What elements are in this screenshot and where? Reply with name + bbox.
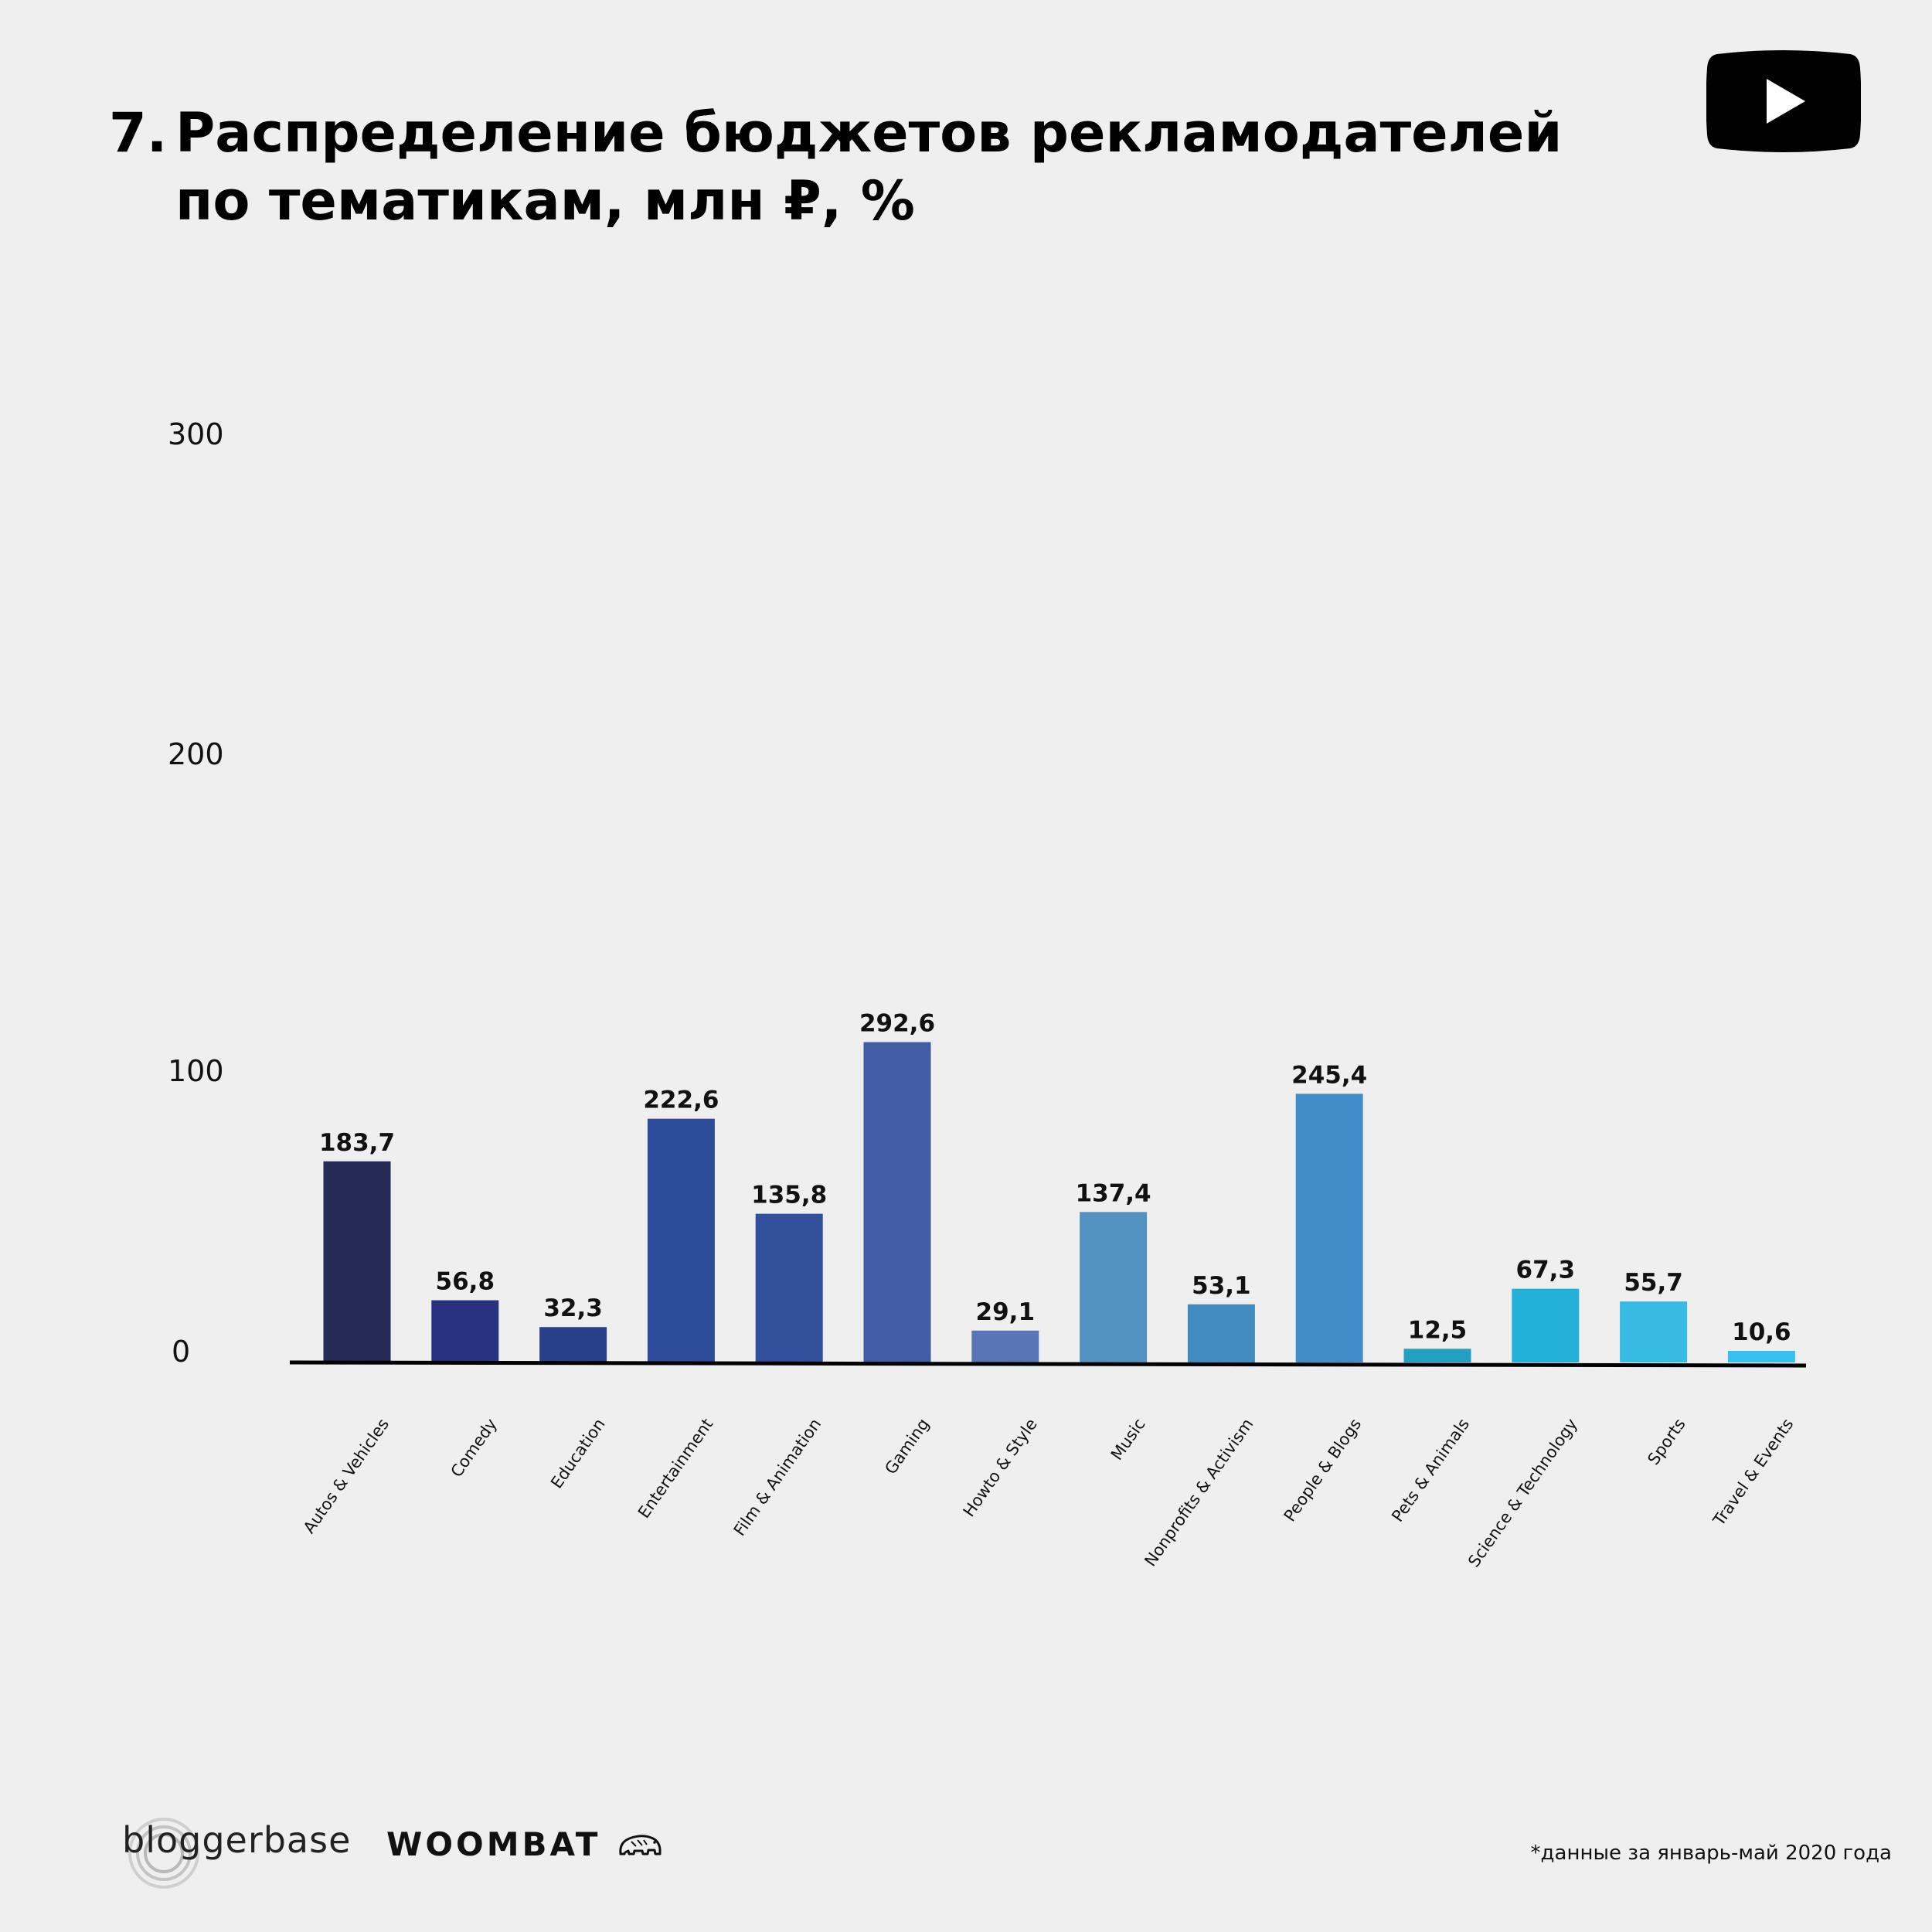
y-tick-label: 200 <box>168 737 224 771</box>
bar <box>1187 1304 1255 1362</box>
bar <box>1295 1094 1363 1362</box>
bar <box>1080 1212 1148 1362</box>
bar <box>1727 1350 1795 1362</box>
x-tick-label: Entertainment <box>634 1415 717 1522</box>
y-tick-label: 100 <box>168 1054 224 1088</box>
bar <box>539 1327 607 1362</box>
title-line-2: по тематикам, млн ₽, % <box>175 169 915 233</box>
x-tick-label: Comedy <box>447 1415 501 1481</box>
x-tick-label: People & Blogs <box>1281 1415 1366 1525</box>
x-axis-line <box>289 1360 1807 1368</box>
x-tick-label: Travel & Events <box>1709 1415 1798 1529</box>
bar-value-label: 183,7 <box>319 1129 395 1157</box>
bar <box>1620 1301 1688 1362</box>
bar <box>971 1330 1039 1362</box>
bar-value-label: 137,4 <box>1076 1179 1151 1207</box>
bar <box>1403 1349 1471 1362</box>
bloggerbase-logo: bloggerbase <box>122 1813 350 1889</box>
bar-value-label: 245,4 <box>1291 1061 1367 1089</box>
bar <box>755 1213 823 1362</box>
bar <box>647 1118 715 1362</box>
bar-value-label: 10,6 <box>1732 1318 1791 1346</box>
bar-value-label: 135,8 <box>751 1182 827 1209</box>
x-tick-label: Autos & Vehicles <box>300 1415 393 1537</box>
bar-value-label: 56,8 <box>436 1268 495 1296</box>
bar-value-label: 53,1 <box>1192 1272 1251 1300</box>
bloggerbase-wordmark: bloggerbase <box>122 1819 352 1861</box>
woombat-wordmark: WOOMBAT <box>386 1825 601 1863</box>
bar-value-label: 29,1 <box>976 1298 1036 1326</box>
x-tick-label: Gaming <box>881 1415 933 1478</box>
bar-value-label: 32,3 <box>543 1294 603 1322</box>
x-tick-label: Howto & Style <box>960 1415 1041 1520</box>
wombat-animal-icon <box>618 1834 662 1855</box>
bar-value-label: 12,5 <box>1408 1316 1468 1344</box>
bar <box>863 1042 931 1362</box>
y-tick-label: 0 <box>172 1335 190 1369</box>
y-axis-ticks: 0 100 200 300 <box>168 417 224 1369</box>
bloggerbase-circle-icon <box>128 1818 199 1889</box>
bar <box>323 1161 391 1362</box>
bar-value-label: 222,6 <box>643 1087 719 1114</box>
x-tick-label: Music <box>1107 1415 1149 1464</box>
x-tick-label: Pets & Animals <box>1388 1415 1473 1526</box>
title-line-1: Распределение бюджетов рекламодателей <box>175 101 1563 165</box>
x-tick-label: Sports <box>1644 1415 1689 1468</box>
woombat-logo: WOOMBAT <box>386 1825 662 1872</box>
x-tick-label: Nonprofits & Activism <box>1141 1415 1257 1570</box>
y-tick-label: 300 <box>168 417 224 451</box>
x-tick-label: Film & Animation <box>730 1415 825 1539</box>
bar-series <box>323 1042 1795 1362</box>
x-tick-label: Education <box>547 1415 609 1492</box>
bar <box>431 1300 499 1362</box>
bar-value-label: 292,6 <box>859 1009 935 1037</box>
bar-value-labels: 183,7 56,8 32,3 222,6 135,8 292,6 29,1 137,4 53,… <box>319 1009 1791 1346</box>
bar-value-label: 67,3 <box>1516 1257 1576 1284</box>
bar <box>1512 1288 1580 1362</box>
x-axis-category-labels: Autos & Vehicles Comedy Education Entertain… <box>300 1415 1798 1570</box>
x-tick-label: Science & Technology <box>1464 1415 1581 1570</box>
footnote: *данные за январь-май 2020 года <box>1530 1842 1892 1865</box>
bar-value-label: 55,7 <box>1624 1269 1683 1297</box>
title-number: 7. <box>109 101 168 165</box>
youtube-play-icon <box>1706 50 1861 152</box>
